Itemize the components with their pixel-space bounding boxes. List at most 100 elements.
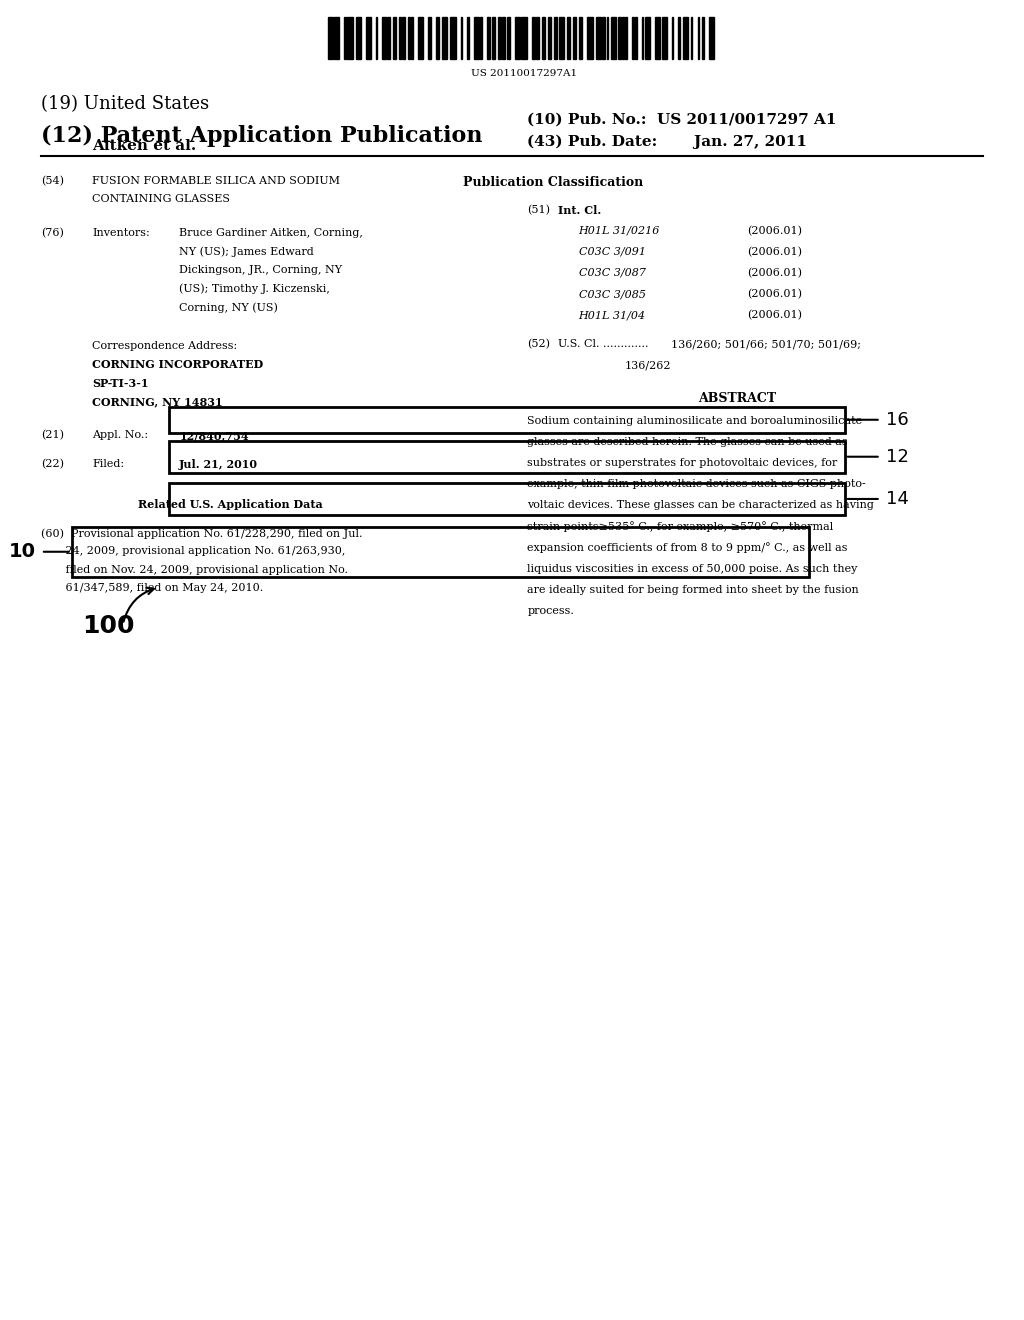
Bar xyxy=(393,17,396,59)
Text: (12) Patent Application Publication: (12) Patent Application Publication xyxy=(41,125,482,148)
Text: Correspondence Address:: Correspondence Address: xyxy=(92,341,238,351)
FancyArrowPatch shape xyxy=(124,587,154,622)
Bar xyxy=(655,17,660,59)
Bar xyxy=(467,17,469,59)
Bar xyxy=(602,17,605,59)
Text: U.S. Cl. .............: U.S. Cl. ............. xyxy=(558,339,648,350)
Text: Corning, NY (US): Corning, NY (US) xyxy=(179,302,279,313)
Bar xyxy=(709,17,714,59)
Text: 14: 14 xyxy=(886,490,908,508)
Text: filed on Nov. 24, 2009, provisional application No.: filed on Nov. 24, 2009, provisional appl… xyxy=(41,565,348,576)
Bar xyxy=(626,17,627,59)
Text: 136/262: 136/262 xyxy=(625,360,671,371)
Text: Filed:: Filed: xyxy=(92,459,124,470)
Bar xyxy=(412,17,413,59)
Bar xyxy=(596,17,601,59)
Bar xyxy=(366,17,371,59)
Bar xyxy=(387,17,390,59)
Bar xyxy=(428,17,431,59)
Text: (52): (52) xyxy=(527,339,550,350)
Bar xyxy=(507,17,510,59)
Text: strain points≥535° C., for example, ≥570° C., thermal: strain points≥535° C., for example, ≥570… xyxy=(527,521,834,532)
Text: CORNING INCORPORATED: CORNING INCORPORATED xyxy=(92,359,263,370)
Bar xyxy=(588,17,593,59)
Bar xyxy=(617,17,621,59)
Bar xyxy=(436,17,439,59)
Bar xyxy=(632,17,634,59)
Bar xyxy=(399,17,400,59)
Bar xyxy=(580,17,583,59)
Bar xyxy=(662,17,667,59)
Bar xyxy=(606,17,608,59)
Bar xyxy=(442,17,447,59)
Text: voltaic devices. These glasses can be characterized as having: voltaic devices. These glasses can be ch… xyxy=(527,500,874,511)
Bar xyxy=(418,17,423,59)
Bar xyxy=(543,17,546,59)
Bar xyxy=(672,17,673,59)
Text: H01L 31/0216: H01L 31/0216 xyxy=(579,226,659,236)
FancyBboxPatch shape xyxy=(72,527,809,577)
Text: (60)  Provisional application No. 61/228,290, filed on Jul.: (60) Provisional application No. 61/228,… xyxy=(41,528,362,539)
Bar xyxy=(502,17,505,59)
Bar xyxy=(531,17,535,59)
Text: Bruce Gardiner Aitken, Corning,: Bruce Gardiner Aitken, Corning, xyxy=(179,228,364,239)
Text: example, thin film photovoltaic devices such as CIGS photo-: example, thin film photovoltaic devices … xyxy=(527,479,866,490)
Bar xyxy=(344,17,346,59)
Bar xyxy=(691,17,692,59)
Text: (54): (54) xyxy=(41,176,63,186)
Text: (10) Pub. No.:  US 2011/0017297 A1: (10) Pub. No.: US 2011/0017297 A1 xyxy=(527,112,837,127)
Text: (2006.01): (2006.01) xyxy=(748,289,803,300)
Text: 136/260; 501/66; 501/70; 501/69;: 136/260; 501/66; 501/70; 501/69; xyxy=(671,339,861,350)
Text: FUSION FORMABLE SILICA AND SODIUM: FUSION FORMABLE SILICA AND SODIUM xyxy=(92,176,340,186)
Text: Appl. No.:: Appl. No.: xyxy=(92,430,148,441)
Bar xyxy=(376,17,378,59)
Text: ABSTRACT: ABSTRACT xyxy=(698,392,776,405)
Bar xyxy=(697,17,699,59)
Text: C03C 3/085: C03C 3/085 xyxy=(579,289,645,300)
Text: Publication Classification: Publication Classification xyxy=(463,176,643,189)
Bar xyxy=(334,17,339,59)
Text: CONTAINING GLASSES: CONTAINING GLASSES xyxy=(92,194,230,205)
Text: (51): (51) xyxy=(527,205,550,215)
Text: (22): (22) xyxy=(41,459,63,470)
Text: 12/840,754: 12/840,754 xyxy=(179,430,249,441)
Text: H01L 31/04: H01L 31/04 xyxy=(579,310,646,321)
Text: (2006.01): (2006.01) xyxy=(748,310,803,321)
Text: SP-TI-3-1: SP-TI-3-1 xyxy=(92,378,148,388)
Text: substrates or superstrates for photovoltaic devices, for: substrates or superstrates for photovolt… xyxy=(527,458,838,469)
Bar xyxy=(461,17,462,59)
FancyBboxPatch shape xyxy=(169,407,845,433)
Text: (US); Timothy J. Kiczenski,: (US); Timothy J. Kiczenski, xyxy=(179,284,330,294)
Text: 61/347,589, filed on May 24, 2010.: 61/347,589, filed on May 24, 2010. xyxy=(41,583,263,594)
Bar xyxy=(611,17,616,59)
Bar xyxy=(451,17,456,59)
Bar xyxy=(683,17,688,59)
Text: C03C 3/087: C03C 3/087 xyxy=(579,268,645,279)
Bar xyxy=(487,17,490,59)
Text: (2006.01): (2006.01) xyxy=(748,226,803,236)
Bar xyxy=(537,17,540,59)
Text: US 20110017297A1: US 20110017297A1 xyxy=(471,69,578,78)
Text: expansion coefficients of from 8 to 9 ppm/° C., as well as: expansion coefficients of from 8 to 9 pp… xyxy=(527,543,848,553)
Bar xyxy=(328,17,333,59)
Text: CORNING, NY 14831: CORNING, NY 14831 xyxy=(92,396,223,407)
Bar xyxy=(492,17,495,59)
Text: NY (US); James Edward: NY (US); James Edward xyxy=(179,247,314,257)
Text: 24, 2009, provisional application No. 61/263,930,: 24, 2009, provisional application No. 61… xyxy=(41,546,345,557)
Bar xyxy=(642,17,643,59)
Text: Related U.S. Application Data: Related U.S. Application Data xyxy=(138,499,323,510)
Bar xyxy=(678,17,680,59)
Bar xyxy=(498,17,501,59)
Text: Sodium containing aluminosilicate and boroaluminosilicate: Sodium containing aluminosilicate and bo… xyxy=(527,416,862,426)
Bar xyxy=(554,17,557,59)
Text: Dickingson, JR., Corning, NY: Dickingson, JR., Corning, NY xyxy=(179,265,342,276)
Text: Jul. 21, 2010: Jul. 21, 2010 xyxy=(179,459,258,470)
Text: Int. Cl.: Int. Cl. xyxy=(558,205,601,215)
Text: glasses are described herein. The glasses can be used as: glasses are described herein. The glasse… xyxy=(527,437,848,447)
Bar xyxy=(623,17,624,59)
Text: Aitken et al.: Aitken et al. xyxy=(92,139,197,153)
Text: (2006.01): (2006.01) xyxy=(748,268,803,279)
Bar xyxy=(645,17,650,59)
Bar xyxy=(480,17,482,59)
Bar xyxy=(567,17,570,59)
